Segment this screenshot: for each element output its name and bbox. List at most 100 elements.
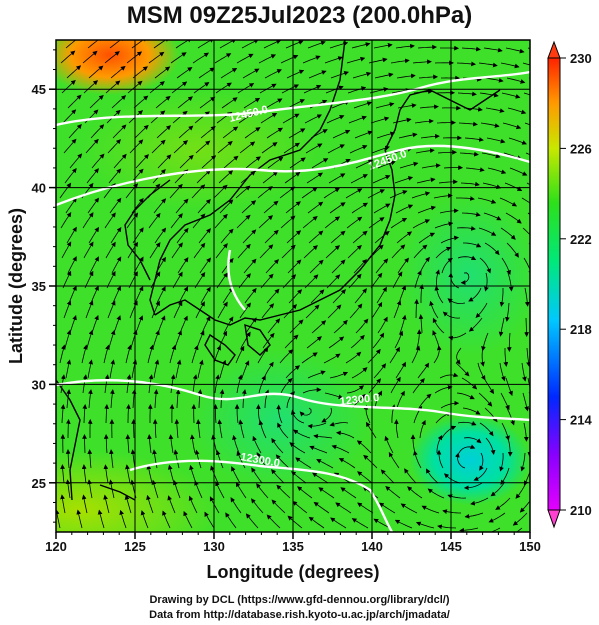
wind-streamline: [276, 404, 283, 424]
wind-streamline: [330, 71, 349, 79]
wind-streamline: [266, 127, 283, 139]
x-tick-label: 125: [124, 539, 146, 554]
wind-streamline: [239, 141, 256, 154]
wind-streamline: [346, 56, 366, 64]
wind-streamline: [524, 287, 530, 307]
wind-streamline: [504, 182, 523, 191]
wind-streamline: [299, 407, 312, 417]
wind-streamline: [154, 66, 171, 79]
wind-streamline: [65, 359, 72, 379]
wind-streamline: [457, 421, 477, 426]
wind-streamline: [289, 157, 306, 169]
wind-streamline: [61, 241, 72, 259]
wind-streamline: [456, 61, 476, 67]
wind-streamline: [457, 91, 477, 97]
wind-streamline: [218, 330, 228, 349]
wind-streamline: [215, 243, 228, 259]
wind-streamline: [306, 336, 322, 349]
wind-streamline: [338, 458, 356, 469]
wind-streamline: [528, 77, 530, 79]
wind-streamline: [483, 377, 495, 395]
wind-streamline: [222, 287, 234, 304]
wind-streamline: [459, 151, 479, 157]
wind-streamline: [170, 52, 187, 64]
wind-streamline: [376, 131, 396, 139]
wind-streamline: [171, 242, 183, 259]
wind-streamline: [523, 470, 530, 486]
wind-streamline: [306, 172, 323, 184]
wind-streamline: [461, 46, 481, 52]
wind-streamline: [331, 444, 350, 454]
wind-streamline: [223, 155, 239, 169]
wind-streamline: [295, 457, 312, 469]
wind-streamline: [195, 140, 211, 154]
y-tick-label: 35: [32, 279, 46, 294]
wind-streamline: [83, 80, 98, 94]
colorbar-tick-label: 226: [570, 141, 592, 156]
wind-streamline: [486, 137, 506, 144]
wind-streamline: [236, 450, 246, 469]
wind-streamline: [400, 503, 418, 514]
wind-streamline: [87, 40, 103, 49]
wind-streamline: [167, 495, 176, 514]
contour-label: 12300.0: [339, 392, 380, 408]
wind-streamline: [375, 102, 395, 109]
wind-streamline: [109, 197, 122, 214]
wind-streamline: [220, 67, 238, 79]
colorbar-upper-arrow: [547, 40, 561, 59]
wind-streamline: [455, 347, 462, 365]
wind-streamline: [414, 270, 422, 289]
wind-streamline: [260, 113, 278, 124]
wind-streamline: [380, 469, 395, 484]
wind-streamline: [146, 464, 153, 484]
wind-streamline: [329, 202, 346, 214]
wind-streamline: [109, 449, 114, 469]
wind-streamline: [505, 47, 525, 54]
wind-streamline: [373, 42, 393, 49]
wind-streamline: [230, 497, 242, 514]
wind-streamline: [215, 481, 225, 499]
colorbar-tick-label: 218: [570, 322, 592, 337]
wind-streamline: [125, 183, 139, 199]
wind-streamline: [189, 464, 197, 484]
wind-streamline: [173, 140, 189, 154]
wind-streamline: [347, 244, 362, 259]
wind-streamline: [416, 177, 436, 184]
wind-streamline: [308, 516, 325, 529]
wind-streamline: [346, 385, 365, 394]
wind-streamline: [478, 227, 497, 236]
wind-streamline: [305, 143, 323, 154]
x-tick-label: 140: [361, 539, 383, 554]
wind-streamline: [435, 246, 452, 259]
wind-streamline: [352, 71, 372, 79]
wind-streamline: [490, 482, 505, 497]
wind-streamline: [217, 419, 223, 439]
wind-streamline: [178, 286, 189, 304]
wind-streamline: [524, 317, 529, 337]
wind-streamline: [417, 44, 437, 50]
wind-streamline: [61, 79, 76, 94]
wind-streamline: [173, 449, 180, 469]
wind-streamline: [124, 494, 132, 514]
wind-streamline: [371, 301, 383, 319]
wind-streamline: [404, 468, 417, 484]
wind-streamline: [468, 287, 482, 302]
wind-streamline: [321, 407, 332, 423]
wind-streamline: [263, 40, 282, 49]
wind-streamline: [60, 464, 65, 484]
wind-streamline: [282, 113, 300, 124]
wind-streamline: [59, 344, 66, 364]
wind-streamline: [109, 40, 126, 49]
wind-streamline: [293, 429, 311, 439]
wind-streamline: [62, 270, 72, 289]
wind-streamline: [215, 450, 224, 469]
wind-streamline: [271, 438, 284, 454]
wind-streamline: [456, 226, 476, 231]
wind-streamline: [318, 487, 335, 499]
wind-streamline: [487, 167, 507, 175]
wind-streamline: [276, 484, 291, 499]
wind-streamline: [394, 330, 404, 349]
wind-streamline: [327, 144, 345, 154]
wind-streamline: [329, 421, 349, 427]
wind-streamline: [389, 346, 400, 364]
